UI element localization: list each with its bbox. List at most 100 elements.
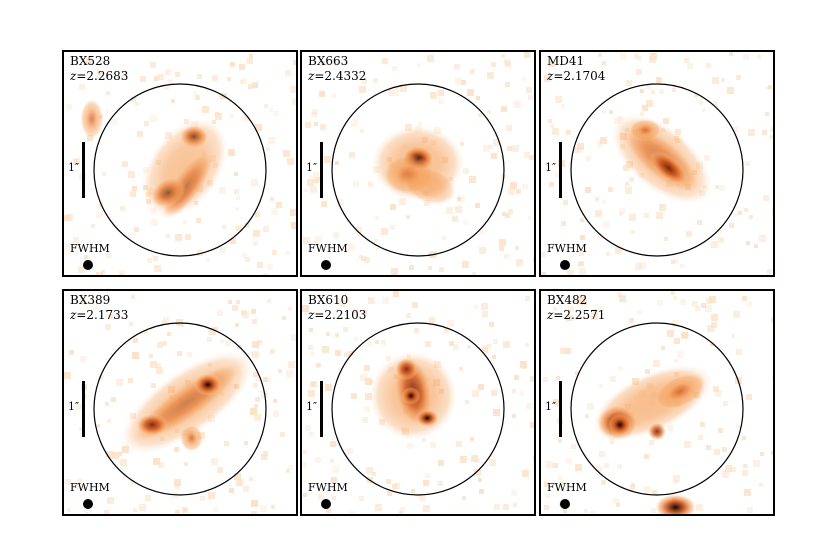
noise-pixel — [104, 510, 109, 514]
noise-pixel — [343, 327, 348, 332]
noise-pixel — [636, 69, 642, 75]
noise-pixel — [508, 188, 515, 195]
noise-pixel — [731, 334, 735, 338]
noise-pixel — [566, 315, 572, 321]
emission-blob — [415, 409, 439, 428]
noise-pixel — [604, 463, 609, 468]
noise-pixel — [577, 262, 582, 267]
noise-pixel — [220, 339, 224, 343]
noise-pixel — [242, 253, 247, 258]
noise-pixel — [470, 69, 475, 74]
noise-pixel — [511, 490, 517, 496]
noise-pixel — [254, 404, 258, 408]
noise-pixel — [260, 505, 267, 512]
noise-pixel — [483, 145, 490, 152]
noise-pixel — [314, 122, 318, 126]
noise-pixel — [533, 257, 534, 262]
noise-pixel — [253, 230, 260, 237]
noise-pixel — [748, 129, 755, 136]
noise-pixel — [591, 313, 598, 320]
noise-pixel — [197, 250, 203, 256]
noise-pixel — [73, 158, 80, 165]
noise-pixel — [423, 505, 430, 512]
noise-pixel — [130, 191, 136, 197]
fwhm-label: FWHM — [547, 242, 587, 255]
noise-pixel — [713, 101, 718, 106]
noise-pixel — [506, 125, 512, 131]
noise-pixel — [478, 384, 484, 390]
noise-pixel — [309, 175, 313, 179]
noise-pixel — [318, 494, 324, 500]
noise-pixel — [230, 62, 235, 67]
noise-pixel — [290, 209, 296, 216]
noise-pixel — [515, 246, 519, 250]
scale-label: 1″ — [306, 161, 318, 174]
noise-pixel — [363, 310, 367, 314]
noise-pixel — [317, 363, 321, 367]
noise-pixel — [653, 360, 660, 367]
noise-pixel — [228, 300, 232, 304]
galaxy-image — [543, 291, 773, 514]
noise-pixel — [438, 98, 444, 104]
noise-pixel — [550, 124, 554, 128]
noise-pixel — [491, 153, 497, 159]
noise-pixel — [651, 508, 656, 513]
noise-pixel — [489, 145, 493, 149]
noise-pixel — [461, 80, 466, 85]
noise-pixel — [565, 348, 571, 354]
noise-pixel — [568, 306, 574, 312]
noise-pixel — [132, 186, 137, 191]
noise-pixel — [541, 252, 546, 257]
noise-pixel — [597, 233, 603, 239]
noise-pixel — [447, 320, 454, 327]
noise-pixel — [257, 340, 262, 345]
noise-pixel — [133, 508, 137, 512]
noise-pixel — [406, 313, 411, 318]
redshift-value: =2.2571 — [553, 308, 606, 322]
noise-pixel — [359, 86, 366, 93]
noise-pixel — [478, 478, 482, 482]
noise-pixel — [255, 397, 260, 402]
fwhm-beam-dot — [560, 499, 570, 509]
noise-pixel — [664, 237, 668, 241]
noise-pixel — [699, 101, 703, 105]
noise-pixel — [684, 58, 689, 63]
noise-pixel — [158, 462, 164, 468]
noise-pixel — [635, 263, 642, 270]
noise-pixel — [456, 441, 462, 447]
noise-pixel — [672, 320, 679, 327]
noise-pixel — [479, 230, 484, 235]
emission-blob — [608, 413, 632, 436]
redshift-label: z=2.4332 — [308, 69, 366, 84]
noise-pixel — [119, 270, 125, 275]
noise-pixel — [174, 447, 179, 452]
noise-pixel — [738, 211, 742, 215]
noise-pixel — [78, 266, 85, 273]
noise-pixel — [303, 237, 310, 244]
noise-pixel — [361, 256, 366, 261]
noise-pixel — [446, 207, 453, 214]
noise-pixel — [330, 459, 334, 463]
noise-pixel — [79, 84, 85, 90]
noise-pixel — [163, 317, 169, 323]
noise-pixel — [460, 456, 467, 463]
noise-pixel — [722, 471, 729, 478]
noise-pixel — [288, 361, 295, 368]
noise-pixel — [213, 507, 218, 512]
noise-pixel — [249, 477, 253, 481]
redshift-label: z=2.2103 — [308, 308, 366, 323]
noise-pixel — [98, 72, 104, 78]
noise-pixel — [97, 203, 103, 209]
noise-pixel — [111, 119, 117, 125]
noise-pixel — [321, 201, 327, 207]
noise-pixel — [716, 228, 722, 234]
noise-pixel — [533, 456, 534, 460]
noise-pixel — [571, 444, 576, 449]
noise-pixel — [375, 216, 379, 220]
noise-pixel — [399, 198, 406, 205]
noise-pixel — [486, 344, 491, 349]
noise-pixel — [489, 459, 496, 466]
noise-pixel — [229, 114, 234, 119]
noise-pixel — [733, 311, 740, 318]
noise-pixel — [727, 87, 734, 94]
